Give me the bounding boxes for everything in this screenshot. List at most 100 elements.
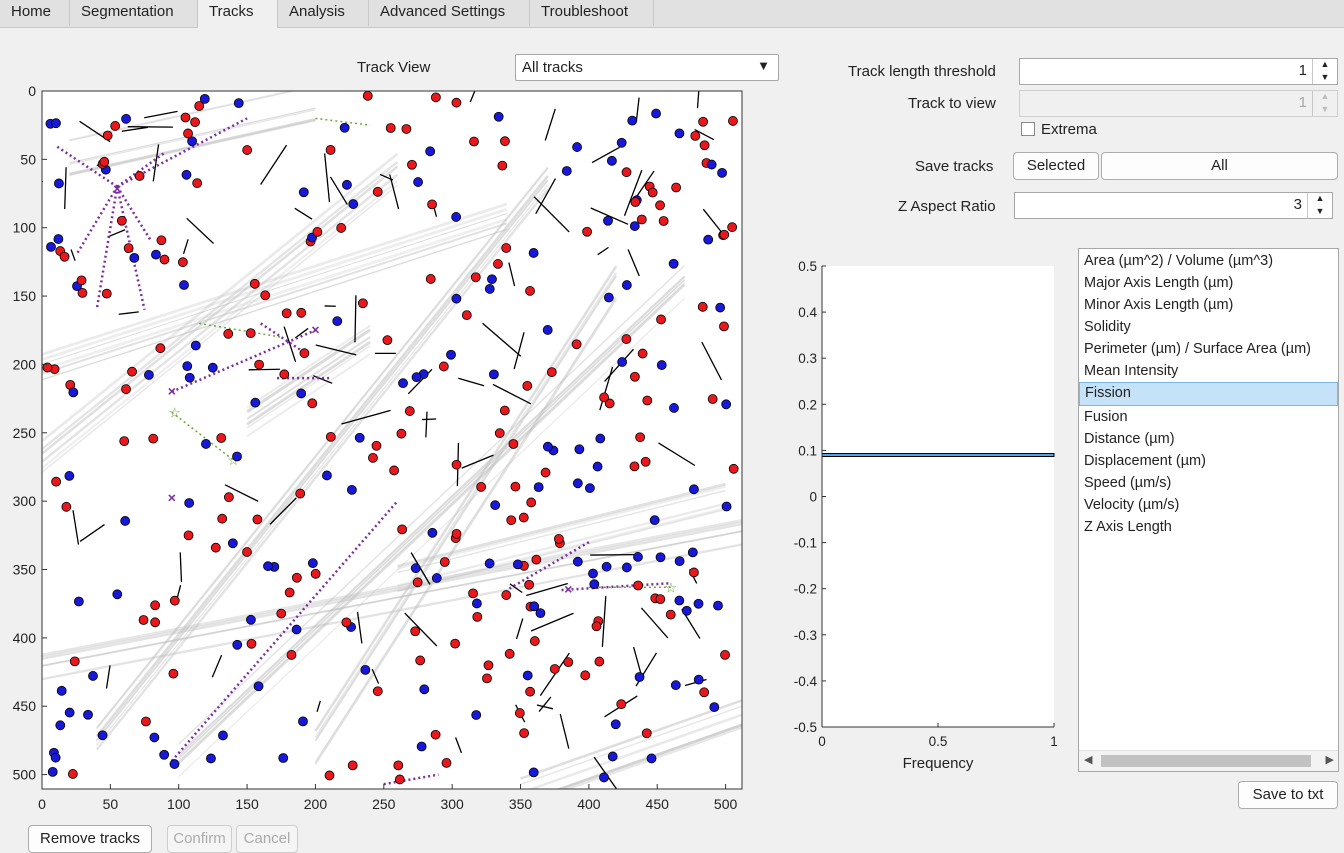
- track-start-point: [583, 227, 592, 236]
- extrema-checkbox[interactable]: [1021, 122, 1035, 136]
- track-end-point: [297, 389, 306, 398]
- track-start-point: [525, 580, 534, 589]
- metric-list-item[interactable]: Velocity (µm/s): [1079, 494, 1338, 516]
- track-segment: [33, 181, 42, 188]
- track-end-point: [604, 293, 613, 302]
- track-image[interactable]: ×××××☆☆☆: [33, 82, 752, 806]
- metric-list-item[interactable]: Major Axis Length (µm): [1079, 272, 1338, 294]
- track-end-point: [585, 484, 594, 493]
- scroll-right-icon[interactable]: ▶: [1326, 753, 1334, 766]
- extrema-label: Extrema: [1041, 121, 1097, 138]
- track-start-point: [398, 525, 407, 534]
- chart-x-tick-label: 0: [818, 734, 826, 749]
- track-end-point: [647, 754, 656, 763]
- track-to-view-value: 1: [1299, 94, 1307, 111]
- spin-down-icon: ▼: [1313, 104, 1337, 117]
- metric-list-item[interactable]: Displacement (µm): [1079, 450, 1338, 472]
- track-start-point: [243, 146, 252, 155]
- track-start-point: [452, 98, 461, 107]
- metric-list-item[interactable]: Fission: [1079, 382, 1338, 406]
- track-length-threshold-spinner[interactable]: 1 ▲▼: [1019, 58, 1338, 85]
- track-end-point: [170, 760, 179, 769]
- scrollbar-thumb[interactable]: [1101, 755, 1311, 767]
- track-start-point: [184, 129, 193, 138]
- track-end-point: [603, 216, 612, 225]
- track-end-point: [652, 109, 661, 118]
- metric-list-item[interactable]: Speed (µm/s): [1079, 472, 1338, 494]
- remove-tracks-button[interactable]: Remove tracks: [28, 825, 152, 853]
- tab-segmentation[interactable]: Segmentation: [70, 0, 198, 26]
- track-end-point: [573, 479, 582, 488]
- track-end-point: [150, 733, 159, 742]
- track-start-point: [151, 601, 160, 610]
- track-end-point: [51, 753, 60, 762]
- spin-up-icon[interactable]: ▲: [1308, 193, 1332, 206]
- chart-y-tick-label: -0.3: [794, 628, 817, 643]
- metric-list-item[interactable]: Area (µm^2) / Volume (µm^3): [1079, 250, 1338, 272]
- track-end-point: [74, 597, 83, 606]
- spin-up-icon[interactable]: ▲: [1313, 59, 1337, 72]
- track-view-dropdown[interactable]: All tracks ▼: [515, 54, 779, 81]
- metric-list-item[interactable]: Solidity: [1079, 316, 1338, 338]
- save-all-button[interactable]: All: [1101, 152, 1338, 180]
- track-start-point: [656, 201, 665, 210]
- tab-tracks[interactable]: Tracks: [197, 0, 278, 28]
- track-end-point: [617, 138, 626, 147]
- metric-list-item[interactable]: Perimeter (µm) / Surface Area (µm): [1079, 338, 1338, 360]
- track-start-point: [157, 236, 166, 245]
- track-end-point: [322, 471, 331, 480]
- track-start-point: [719, 322, 728, 331]
- track-end-point: [206, 754, 215, 763]
- x-tick-label: 250: [372, 796, 396, 812]
- track-end-point: [607, 156, 616, 165]
- track-end-point: [722, 400, 731, 409]
- confirm-button: Confirm: [167, 825, 232, 853]
- track-end-point: [608, 752, 617, 761]
- tab-home[interactable]: Home: [0, 0, 70, 26]
- track-start-point: [642, 729, 651, 738]
- track-start-point: [689, 568, 698, 577]
- track-end-point: [485, 284, 494, 293]
- metric-list-item[interactable]: Fusion: [1079, 406, 1338, 428]
- z-aspect-ratio-spinner[interactable]: 3 ▲▼: [1014, 192, 1333, 219]
- tab-advanced-settings[interactable]: Advanced Settings: [369, 0, 530, 26]
- track-end-point: [688, 548, 697, 557]
- tab-troubleshoot[interactable]: Troubleshoot: [530, 0, 654, 26]
- track-start-point: [250, 279, 259, 288]
- track-end-point: [122, 114, 131, 123]
- metric-list-item[interactable]: Minor Axis Length (µm): [1079, 294, 1338, 316]
- track-start-point: [287, 650, 296, 659]
- metric-list-item[interactable]: Mean Intensity: [1079, 360, 1338, 382]
- track-end-point: [494, 112, 503, 121]
- track-start-point: [280, 370, 289, 379]
- track-start-point: [326, 432, 335, 441]
- save-to-txt-button[interactable]: Save to txt: [1238, 781, 1338, 809]
- track-start-point: [416, 656, 425, 665]
- metric-listbox[interactable]: Area (µm^2) / Volume (µm^3)Major Axis Le…: [1078, 248, 1339, 772]
- y-tick-label: 100: [13, 220, 37, 236]
- spin-down-icon[interactable]: ▼: [1308, 206, 1332, 219]
- track-end-point: [298, 717, 307, 726]
- spin-down-icon[interactable]: ▼: [1313, 72, 1337, 85]
- track-end-point: [182, 170, 191, 179]
- track-end-point: [716, 303, 725, 312]
- save-selected-button[interactable]: Selected: [1013, 152, 1099, 180]
- track-start-point: [141, 717, 150, 726]
- metric-list-item[interactable]: Distance (µm): [1079, 428, 1338, 450]
- metric-list-item[interactable]: Z Axis Length: [1079, 516, 1338, 538]
- scroll-left-icon[interactable]: ◀: [1084, 753, 1092, 766]
- track-start-point: [337, 223, 346, 232]
- y-tick-label: 50: [20, 151, 36, 167]
- listbox-hscrollbar[interactable]: ◀ ▶: [1079, 750, 1338, 771]
- track-end-point: [130, 253, 139, 262]
- track-end-point: [57, 686, 66, 695]
- track-start-point: [523, 381, 532, 390]
- tab-analysis[interactable]: Analysis: [278, 0, 369, 26]
- x-tick-label: 150: [235, 796, 259, 812]
- track-end-point: [543, 442, 552, 451]
- track-start-point: [117, 216, 126, 225]
- track-start-point: [657, 315, 666, 324]
- track-start-point: [498, 161, 507, 170]
- track-start-point: [60, 252, 69, 261]
